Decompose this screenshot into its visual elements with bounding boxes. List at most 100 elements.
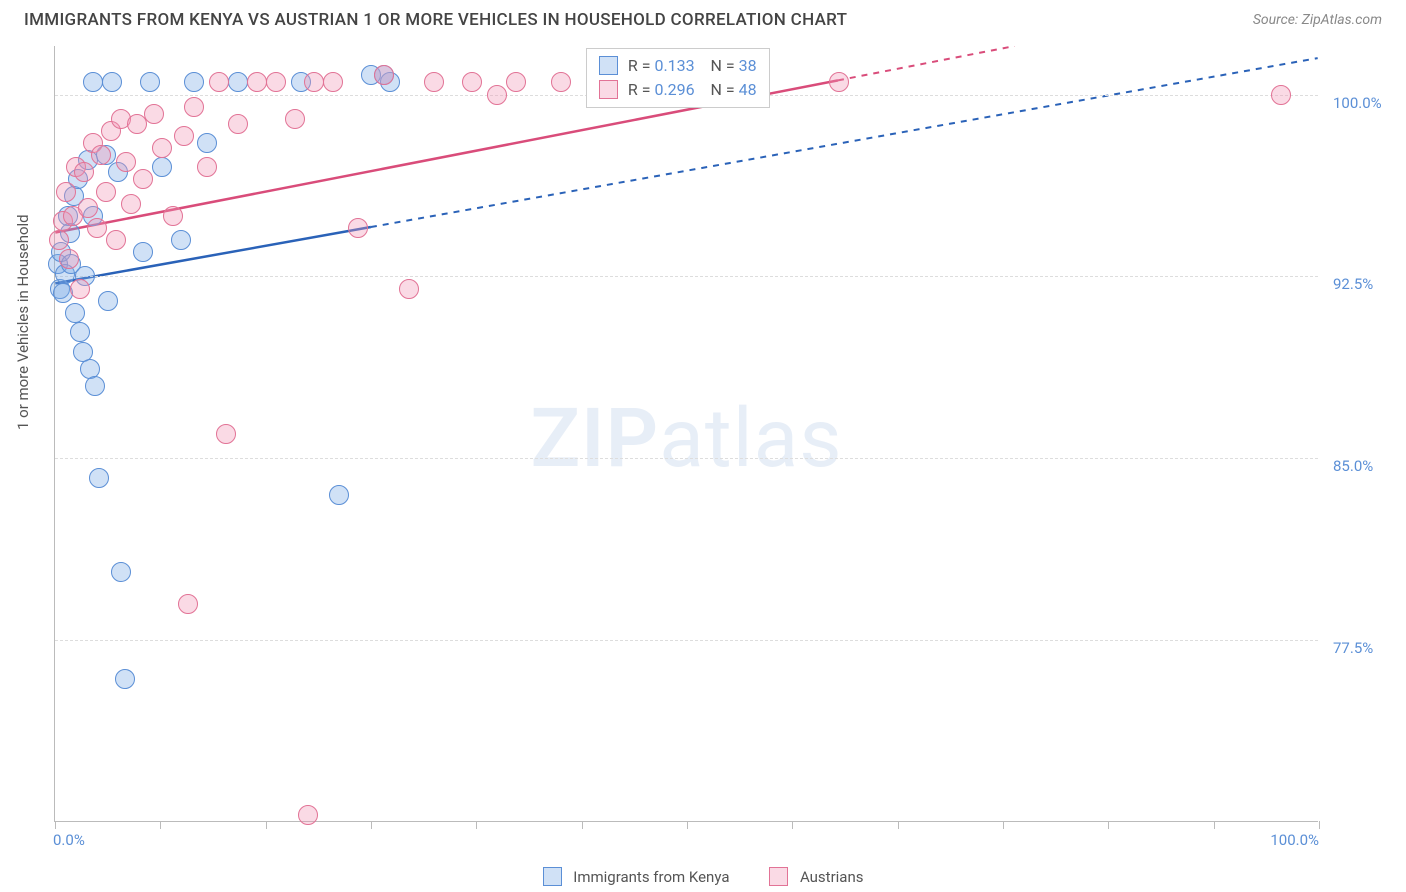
- legend-swatch-kenya: [543, 867, 562, 886]
- x-tick: [266, 821, 267, 829]
- x-tick: [55, 821, 56, 829]
- data-point: [89, 468, 109, 488]
- gridline: [55, 640, 1318, 641]
- data-point: [462, 72, 482, 92]
- data-point: [197, 157, 217, 177]
- gridline: [55, 458, 1318, 459]
- data-point: [228, 114, 248, 134]
- r-value: 0.296: [654, 80, 694, 99]
- legend-swatch: [599, 80, 618, 99]
- watermark: ZIPatlas: [530, 390, 842, 486]
- data-point: [111, 562, 131, 582]
- source-attribution: Source: ZipAtlas.com: [1253, 12, 1382, 28]
- x-tick: [582, 821, 583, 829]
- data-point: [216, 424, 236, 444]
- data-point: [115, 669, 135, 689]
- trend-lines-svg: [55, 46, 1318, 821]
- data-point: [70, 322, 90, 342]
- n-value: 48: [739, 80, 757, 99]
- legend-item-austrians: Austrians: [769, 867, 863, 886]
- data-point: [74, 162, 94, 182]
- scatter-chart: ZIPatlas 77.5%85.0%92.5%100.0%0.0%100.0%…: [54, 46, 1318, 822]
- data-point: [171, 230, 191, 250]
- data-point: [247, 72, 267, 92]
- data-point: [98, 291, 118, 311]
- y-tick-label: 85.0%: [1333, 457, 1373, 475]
- y-axis-title: 1 or more Vehicles in Household: [14, 214, 32, 430]
- data-point: [83, 72, 103, 92]
- data-point: [121, 194, 141, 214]
- x-tick: [476, 821, 477, 829]
- data-point: [56, 182, 76, 202]
- legend-row: R = 0.296 N = 48: [599, 78, 757, 102]
- data-point: [506, 72, 526, 92]
- data-point: [49, 230, 69, 250]
- r-label: R =: [628, 80, 651, 99]
- correlation-legend: R = 0.133 N = 38R = 0.296 N = 48: [586, 48, 770, 108]
- data-point: [228, 72, 248, 92]
- legend-label: Austrians: [800, 868, 864, 886]
- x-tick: [1108, 821, 1109, 829]
- data-point: [184, 72, 204, 92]
- data-point: [140, 72, 160, 92]
- data-point: [144, 104, 164, 124]
- r-label: R =: [628, 56, 651, 75]
- legend-label: Immigrants from Kenya: [573, 868, 729, 886]
- x-tick: [160, 821, 161, 829]
- y-tick-label: 77.5%: [1333, 639, 1373, 657]
- x-tick-label: 100.0%: [1270, 831, 1319, 849]
- y-tick-label: 100.0%: [1333, 94, 1382, 112]
- legend-swatch-austrians: [769, 867, 788, 886]
- data-point: [487, 85, 507, 105]
- data-point: [102, 72, 122, 92]
- data-point: [70, 279, 90, 299]
- gridline: [55, 276, 1318, 277]
- data-point: [116, 152, 136, 172]
- data-point: [152, 138, 172, 158]
- x-tick: [371, 821, 372, 829]
- r-value: 0.133: [654, 56, 694, 75]
- n-label: N =: [711, 80, 735, 99]
- data-point: [184, 97, 204, 117]
- data-point: [323, 72, 343, 92]
- data-point: [285, 109, 305, 129]
- x-tick: [1214, 821, 1215, 829]
- data-point: [78, 198, 98, 218]
- x-tick: [898, 821, 899, 829]
- x-tick-label: 0.0%: [53, 831, 85, 849]
- x-tick: [687, 821, 688, 829]
- x-tick: [792, 821, 793, 829]
- data-point: [329, 485, 349, 505]
- data-point: [829, 72, 849, 92]
- data-point: [399, 279, 419, 299]
- data-point: [65, 303, 85, 323]
- data-point: [298, 805, 318, 825]
- data-point: [163, 206, 183, 226]
- data-point: [133, 169, 153, 189]
- data-point: [152, 157, 172, 177]
- data-point: [85, 376, 105, 396]
- legend-item-kenya: Immigrants from Kenya: [543, 867, 730, 886]
- x-tick: [1319, 821, 1320, 829]
- n-label: N =: [711, 56, 735, 75]
- data-point: [59, 249, 79, 269]
- y-tick-label: 92.5%: [1333, 275, 1373, 293]
- legend-row: R = 0.133 N = 38: [599, 54, 757, 78]
- data-point: [374, 65, 394, 85]
- data-point: [174, 126, 194, 146]
- data-point: [1271, 85, 1291, 105]
- data-point: [178, 594, 198, 614]
- data-point: [348, 218, 368, 238]
- data-point: [266, 72, 286, 92]
- n-value: 38: [739, 56, 757, 75]
- legend-swatch: [599, 56, 618, 75]
- data-point: [91, 145, 111, 165]
- data-point: [304, 72, 324, 92]
- data-point: [209, 72, 229, 92]
- data-point: [106, 230, 126, 250]
- data-point: [424, 72, 444, 92]
- x-tick: [1003, 821, 1004, 829]
- data-point: [197, 133, 217, 153]
- data-point: [96, 182, 116, 202]
- data-point: [551, 72, 571, 92]
